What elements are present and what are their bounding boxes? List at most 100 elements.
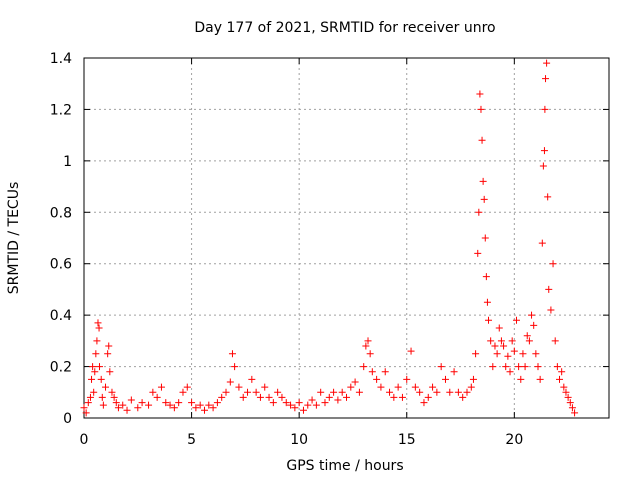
data-point <box>480 195 488 203</box>
data-point <box>390 393 398 401</box>
data-point <box>213 399 221 407</box>
data-point <box>91 368 99 376</box>
y-tick-label: 1 <box>63 154 72 170</box>
data-point <box>170 404 178 412</box>
data-point <box>183 383 191 391</box>
data-point <box>411 383 419 391</box>
data-point <box>196 401 204 409</box>
data-point <box>407 347 415 355</box>
data-point <box>521 363 529 371</box>
data-point <box>364 337 372 345</box>
data-point <box>99 401 107 409</box>
data-point <box>568 404 576 412</box>
data-point <box>475 208 483 216</box>
data-point <box>312 401 320 409</box>
data-point <box>102 383 110 391</box>
data-point <box>485 316 493 324</box>
data-point <box>134 404 142 412</box>
data-point <box>564 393 572 401</box>
data-point <box>179 388 187 396</box>
data-point <box>491 342 499 350</box>
data-point <box>248 375 256 383</box>
data-point <box>366 350 374 358</box>
data-point <box>347 383 355 391</box>
data-point <box>433 388 441 396</box>
data-point <box>123 406 131 414</box>
data-point <box>218 393 226 401</box>
plot-frame <box>83 57 610 419</box>
data-point <box>482 273 490 281</box>
data-point <box>188 399 196 407</box>
data-point <box>566 399 574 407</box>
data-point <box>304 401 312 409</box>
data-point <box>162 399 170 407</box>
data-point <box>114 404 122 412</box>
data-point <box>539 162 547 170</box>
data-point <box>481 234 489 242</box>
data-point <box>551 337 559 345</box>
data-point <box>108 388 116 396</box>
data-point <box>338 388 346 396</box>
data-point <box>544 193 552 201</box>
data-point <box>403 375 411 383</box>
data-point <box>299 406 307 414</box>
data-point <box>105 342 113 350</box>
data-point <box>317 388 325 396</box>
y-tick-label: 0.6 <box>50 257 72 273</box>
data-point <box>506 368 514 376</box>
data-point <box>493 350 501 358</box>
chart-title: Day 177 of 2021, SRMTID for receiver unr… <box>194 20 495 36</box>
data-point <box>476 90 484 98</box>
data-point <box>205 401 213 409</box>
data-point <box>502 363 510 371</box>
data-point <box>571 409 579 417</box>
data-point <box>483 298 491 306</box>
data-point <box>153 393 161 401</box>
data-point <box>450 368 458 376</box>
data-point <box>368 368 376 376</box>
data-point <box>175 399 183 407</box>
data-point <box>269 399 277 407</box>
data-point <box>377 383 385 391</box>
data-point <box>479 177 487 185</box>
data-point <box>429 383 437 391</box>
x-tick-label: 15 <box>398 432 416 448</box>
data-point <box>222 388 230 396</box>
data-point <box>95 324 103 332</box>
data-point <box>538 239 546 247</box>
data-point <box>84 399 92 407</box>
data-point <box>424 393 432 401</box>
data-point <box>472 350 480 358</box>
data-point <box>510 347 518 355</box>
data-point <box>239 393 247 401</box>
y-tick-label: 0.2 <box>50 360 72 376</box>
data-point <box>256 393 264 401</box>
axis-ticks: 0 5 10 15 20 0 0.2 0.4 0.6 0.8 1 1.2 1.4 <box>50 51 609 448</box>
data-point <box>119 401 127 409</box>
data-point <box>545 285 553 293</box>
data-point <box>138 399 146 407</box>
data-point <box>325 393 333 401</box>
data-point <box>355 388 363 396</box>
data-point <box>497 337 505 345</box>
data-point <box>86 393 94 401</box>
data-point <box>200 406 208 414</box>
data-point <box>362 342 370 350</box>
x-tick-label: 5 <box>187 432 196 448</box>
data-point <box>549 260 557 268</box>
data-point <box>98 393 106 401</box>
data-point <box>80 404 88 412</box>
data-point <box>556 375 564 383</box>
data-point <box>541 105 549 113</box>
data-point <box>454 388 462 396</box>
y-tick-label: 0 <box>63 411 72 427</box>
data-point <box>282 399 290 407</box>
data-point <box>112 399 120 407</box>
y-tick-label: 1.4 <box>50 51 72 67</box>
x-tick-label: 0 <box>80 432 89 448</box>
data-point <box>295 399 303 407</box>
grid <box>84 58 609 418</box>
data-point <box>261 383 269 391</box>
data-point <box>244 388 252 396</box>
data-point <box>287 401 295 409</box>
